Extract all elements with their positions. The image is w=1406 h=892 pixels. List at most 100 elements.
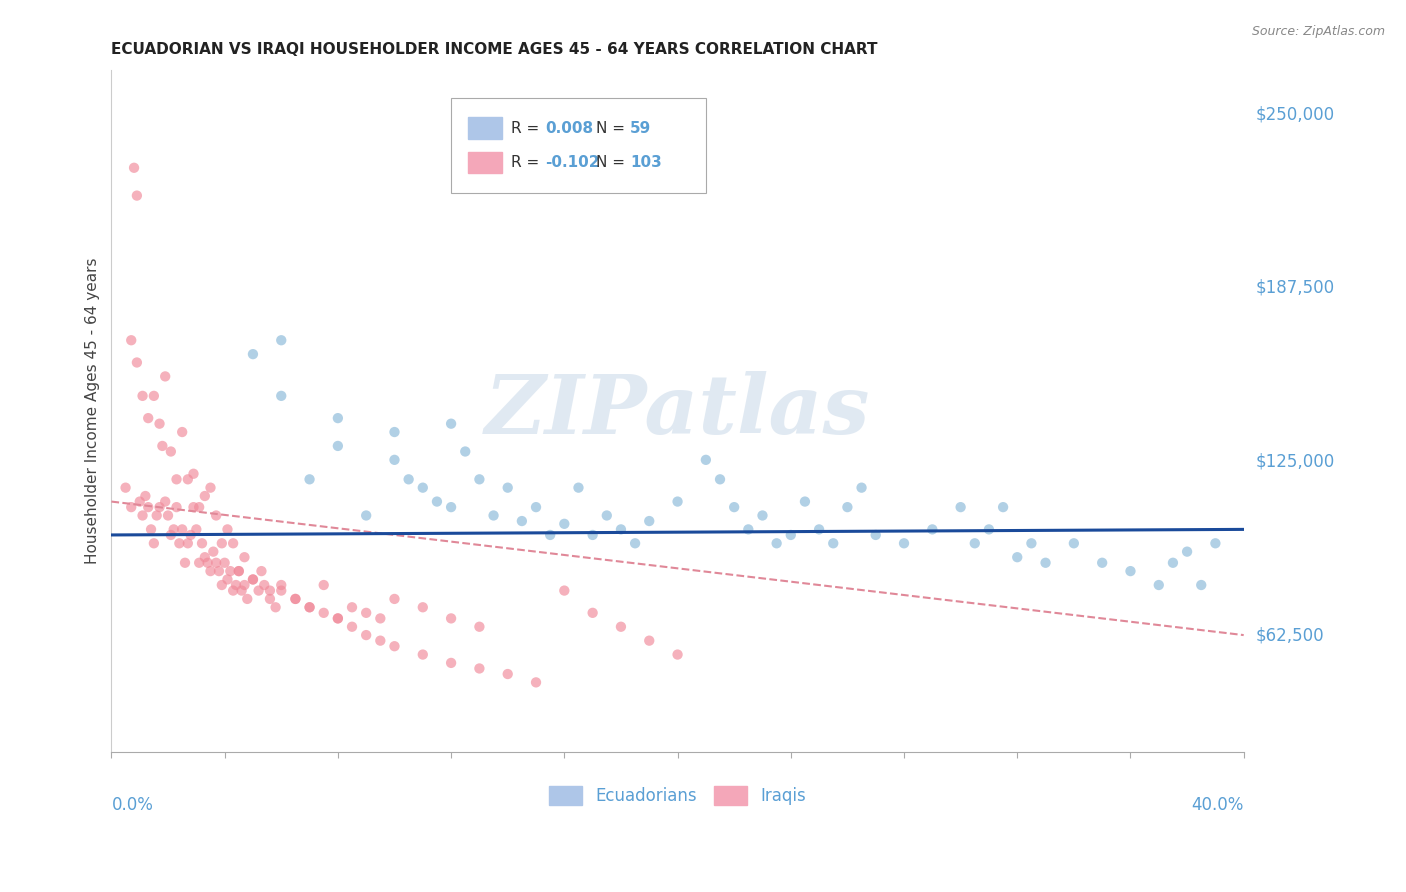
Point <box>709 472 731 486</box>
Point <box>160 444 183 458</box>
Point <box>808 522 831 536</box>
Point <box>553 583 575 598</box>
Point <box>582 528 605 542</box>
Point <box>125 188 148 202</box>
Point <box>134 489 156 503</box>
Point <box>160 528 183 542</box>
Point <box>1147 578 1170 592</box>
Point <box>194 550 217 565</box>
Point <box>200 481 222 495</box>
Point <box>312 578 335 592</box>
Point <box>145 508 167 523</box>
Point <box>148 417 170 431</box>
Point <box>219 564 242 578</box>
Point <box>128 494 150 508</box>
Y-axis label: Householder Income Ages 45 - 64 years: Householder Income Ages 45 - 64 years <box>86 258 100 565</box>
Point <box>553 516 575 531</box>
Point <box>851 481 873 495</box>
Point <box>142 536 165 550</box>
Point <box>228 564 250 578</box>
Point <box>205 508 228 523</box>
Point <box>270 389 292 403</box>
Point <box>610 620 633 634</box>
Point <box>200 564 222 578</box>
Point <box>582 606 605 620</box>
Point <box>120 333 142 347</box>
Point <box>326 611 349 625</box>
Point <box>440 500 463 515</box>
Point <box>354 508 377 523</box>
Point <box>125 355 148 369</box>
Point <box>139 522 162 536</box>
Point <box>188 500 211 515</box>
Point <box>233 578 256 592</box>
Text: 0.0%: 0.0% <box>111 797 153 814</box>
Point <box>270 333 292 347</box>
Point <box>695 453 717 467</box>
Point <box>1007 550 1029 565</box>
Point <box>426 494 449 508</box>
Point <box>217 573 239 587</box>
Point <box>440 656 463 670</box>
Point <box>157 508 180 523</box>
Point <box>596 508 619 523</box>
Point <box>194 489 217 503</box>
Point <box>538 528 561 542</box>
Point <box>524 675 547 690</box>
Point <box>242 573 264 587</box>
Point <box>183 500 205 515</box>
Point <box>142 389 165 403</box>
Point <box>1063 536 1085 550</box>
Point <box>217 522 239 536</box>
Point <box>440 417 463 431</box>
Point <box>169 536 191 550</box>
Point <box>326 611 349 625</box>
Point <box>166 472 188 486</box>
Point <box>166 500 188 515</box>
Point <box>222 536 245 550</box>
Point <box>921 522 943 536</box>
Point <box>340 620 363 634</box>
Text: N =: N = <box>596 155 626 170</box>
Point <box>510 514 533 528</box>
Point <box>153 494 176 508</box>
Point <box>131 389 153 403</box>
Point <box>242 573 264 587</box>
Point <box>412 481 434 495</box>
Point <box>737 522 759 536</box>
Point <box>208 564 231 578</box>
Point <box>354 628 377 642</box>
Point <box>412 600 434 615</box>
Text: 0.008: 0.008 <box>546 120 593 136</box>
Point <box>991 500 1014 515</box>
Point <box>183 467 205 481</box>
Point <box>524 500 547 515</box>
Point <box>222 583 245 598</box>
Point <box>264 600 287 615</box>
Text: R =: R = <box>512 155 540 170</box>
Point <box>253 578 276 592</box>
Point <box>751 508 773 523</box>
FancyBboxPatch shape <box>468 118 502 139</box>
Point <box>440 611 463 625</box>
Point <box>298 600 321 615</box>
Point <box>180 528 202 542</box>
Point <box>765 536 787 550</box>
Text: ZIPatlas: ZIPatlas <box>485 371 870 451</box>
Point <box>284 591 307 606</box>
Point <box>340 600 363 615</box>
Point <box>666 648 689 662</box>
Point <box>779 528 801 542</box>
Text: R =: R = <box>512 120 540 136</box>
Point <box>120 500 142 515</box>
Point <box>865 528 887 542</box>
Point <box>231 583 253 598</box>
Point <box>233 550 256 565</box>
Point <box>794 494 817 508</box>
Point <box>723 500 745 515</box>
Point <box>468 661 491 675</box>
FancyBboxPatch shape <box>468 152 502 173</box>
Point <box>384 453 406 467</box>
Point <box>1021 536 1043 550</box>
Point <box>1175 544 1198 558</box>
